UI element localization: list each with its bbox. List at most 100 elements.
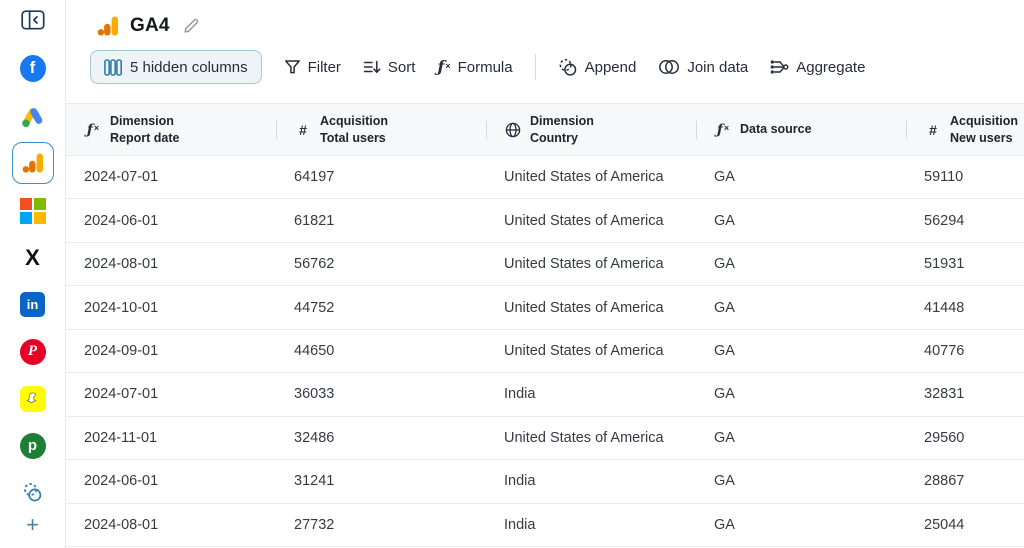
facebook-icon: f [19,55,46,82]
sort-label: Sort [387,58,416,76]
column-header-report-date[interactable]: ƒ× Dimension Report date [66,104,276,155]
table-header: ƒ× Dimension Report date # Acquisition Tot… [66,103,1024,156]
table-cell: 2024-08-01 [84,256,159,273]
join-data-label: Join data [687,58,749,76]
table-row: 2024-07-01 36033 India GA 32831 [66,373,1024,417]
table-cell: GA [714,212,735,229]
sidebar-item-blend[interactable] [19,479,46,506]
table-cell: 44752 [294,299,335,316]
table-cell: 41448 [924,299,965,316]
table-cell: GA [714,516,735,533]
microsoft-icon [19,197,46,224]
table-cell: India [504,386,536,403]
table-cell: 2024-11-01 [84,429,158,446]
linkedin-icon: in [20,292,45,317]
formula-type-icon: ƒ× [86,121,100,138]
title-row: GA4 [66,0,1024,44]
aggregate-icon [770,60,789,74]
append-button[interactable]: Append [558,58,636,77]
table-row: 2024-08-01 27732 India GA 25044 [66,504,1024,547]
table-cell: 56762 [294,256,335,273]
globe-type-icon [504,122,522,138]
formula-button[interactable]: ƒ× Formula [437,59,512,76]
aggregate-button[interactable]: Aggregate [770,59,865,76]
column-header-label: Dimension Report date [110,114,180,145]
snapchat-icon [19,385,46,412]
table-cell: 61821 [294,212,335,229]
data-sources-sidebar: f [0,0,66,548]
source-list: f [11,55,54,506]
table-cell: GA [714,299,735,316]
append-icon [559,58,576,76]
google-ads-icon [21,107,42,127]
toolbar-divider [534,54,536,80]
sidebar-item-pipedrive[interactable]: p [19,432,46,459]
table-cell: 44650 [294,342,335,359]
sort-icon [363,60,381,73]
table-row: 2024-09-01 44650 United States of America G… [66,330,1024,374]
column-header-data-source[interactable]: ƒ× Data source [696,104,906,155]
table-cell: India [504,516,536,533]
table-cell: 32831 [924,386,965,403]
column-header-label: Acquisition Total users [320,114,389,145]
table-cell: 40776 [924,342,965,359]
column-header-label: Data source [740,122,812,137]
column-header-label: Acquisition New users [950,114,1019,145]
sidebar-item-microsoft[interactable] [19,197,46,224]
table-row: 2024-10-01 44752 United States of America G… [66,286,1024,330]
number-type-icon: # [929,121,937,138]
table-cell: 2024-06-01 [84,473,159,490]
sidebar-item-google-ads[interactable] [19,102,46,129]
add-data-source-button[interactable]: + [26,512,39,537]
filter-label: Filter [307,58,341,76]
table-cell: United States of America [504,212,664,229]
table-cell: United States of America [504,169,664,186]
table-cell: 2024-07-01 [84,169,159,186]
table-cell: 2024-10-01 [84,299,159,316]
sidebar-item-google-analytics[interactable] [11,142,54,184]
column-header-total-users[interactable]: # Acquisition Total users [276,104,486,155]
formula-label: Formula [457,58,513,76]
table-cell: United States of America [504,429,664,446]
formula-type-icon: ƒ× [716,121,730,138]
edit-title-button[interactable] [182,17,200,35]
aggregate-label: Aggregate [796,58,866,76]
filter-button[interactable]: Filter [284,59,341,76]
sort-button[interactable]: Sort [363,58,416,76]
column-header-country[interactable]: Dimension Country [486,104,696,155]
collapse-panel-icon [20,10,45,30]
x-icon: X [25,244,40,270]
sidebar-item-x[interactable]: X [19,244,46,271]
table-cell: 51931 [924,256,965,273]
table-row: 2024-11-01 32486 United States of America G… [66,417,1024,461]
table-cell: 25044 [924,516,965,533]
table-cell: 2024-09-01 [84,342,159,359]
table-cell: GA [714,473,735,490]
table-row: 2024-06-01 31241 India GA 28867 [66,460,1024,504]
table-cell: India [504,473,536,490]
table-row: 2024-07-01 64197 United States of America G… [66,156,1024,200]
number-type-icon: # [299,121,307,138]
table-cell: 2024-08-01 [84,516,159,533]
table-cell: 2024-07-01 [84,386,159,403]
formula-icon: ƒ× [437,57,451,76]
page-title: GA4 [130,15,170,36]
table-cell: 56294 [924,212,965,229]
main-panel: GA4 5 hidden columns Filter [66,0,1024,548]
google-analytics-logo-icon [96,14,120,38]
table-cell: 64197 [294,169,335,186]
table-cell: 36033 [294,386,335,403]
join-data-button[interactable]: Join data [658,59,748,76]
table-cell: GA [714,429,735,446]
sidebar-item-snapchat[interactable] [19,385,46,412]
sidebar-item-pinterest[interactable]: P [19,338,46,365]
table-cell: United States of America [504,299,664,316]
columns-icon [104,58,122,76]
collapse-sidebar-button[interactable] [20,8,46,32]
table-cell: 2024-06-01 [84,212,159,229]
hidden-columns-button[interactable]: 5 hidden columns [90,50,262,84]
column-header-new-users[interactable]: # Acquisition New users [906,104,1024,155]
sidebar-item-facebook[interactable]: f [19,55,46,82]
sidebar-item-linkedin[interactable]: in [19,291,46,318]
